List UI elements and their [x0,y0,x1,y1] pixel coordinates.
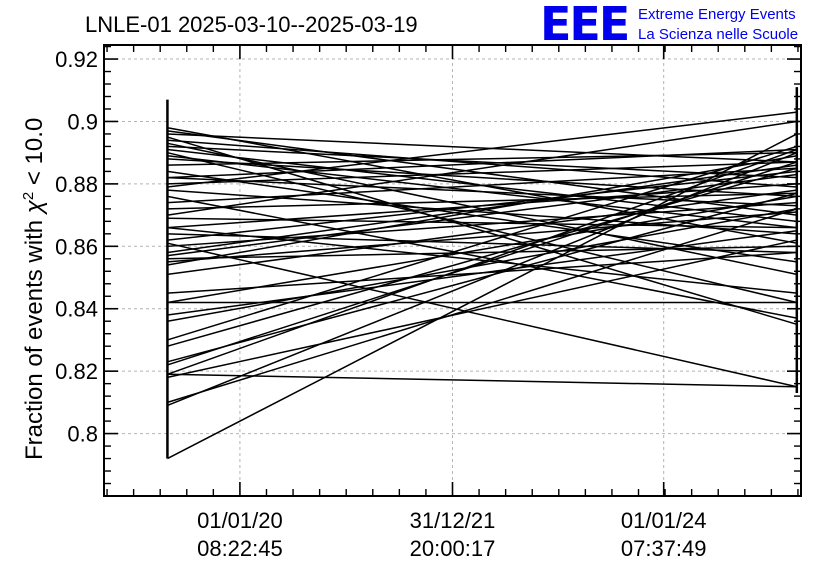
series-line [167,120,797,216]
x-tick-time: 08:22:45 [197,536,283,561]
x-tick-time: 07:37:49 [621,536,707,561]
series-line [167,133,797,163]
series-line [167,145,797,179]
y-tick-label: 0.88 [55,172,98,197]
series-line [167,173,797,257]
series-line [167,155,797,229]
series-line [167,239,797,379]
y-tick-label: 0.92 [55,47,98,72]
series-line [167,192,797,210]
series-line [167,226,797,294]
series-line [167,161,798,366]
series-line [167,208,798,404]
y-tick-label: 0.84 [55,297,98,322]
series-line [167,148,797,179]
series-line [167,373,797,388]
project-name: Extreme Energy Events [638,6,796,23]
y-axis-title: Fraction of events with χ2 < 10.0 [20,118,48,460]
eee-logo: EEE [540,0,628,51]
eee-logo-group: EEE Extreme Energy Events La Scienza nel… [540,0,798,51]
axis-ticks [104,45,801,497]
series-line [167,142,797,276]
series-line [167,130,797,216]
data-series [167,111,798,460]
x-tick-date: 31/12/21 [410,508,496,533]
error-bars [166,87,799,459]
series-line [167,151,797,304]
y-tick-label: 0.8 [67,422,98,447]
chart-title: LNLE-01 2025-03-10--2025-03-19 [85,12,418,37]
series-line [167,189,797,276]
series-line [167,195,797,304]
series-line [167,126,797,244]
y-tick-label: 0.82 [55,359,98,384]
series-line [167,251,797,294]
series-line [167,245,797,260]
series-line [167,151,798,407]
x-tick-date: 01/01/24 [621,508,707,533]
series-line [167,211,797,263]
y-tick-label: 0.9 [67,109,98,134]
project-subtitle: La Scienza nelle Scuole [638,26,798,43]
series-line [167,233,797,254]
axis-labels: 0.8 0.82 0.84 0.86 0.88 0.9 0.92 01/01/20 08:22:… [55,47,706,561]
x-tick-time: 20:00:17 [410,536,496,561]
series-line [167,111,797,188]
series-line [167,192,798,363]
series-line [167,148,798,375]
y-tick-label: 0.86 [55,234,98,259]
series-line [167,242,797,388]
series-line [167,195,797,319]
series-line [167,189,797,235]
x-tick-date: 01/01/20 [197,508,283,533]
series-line [167,170,797,263]
